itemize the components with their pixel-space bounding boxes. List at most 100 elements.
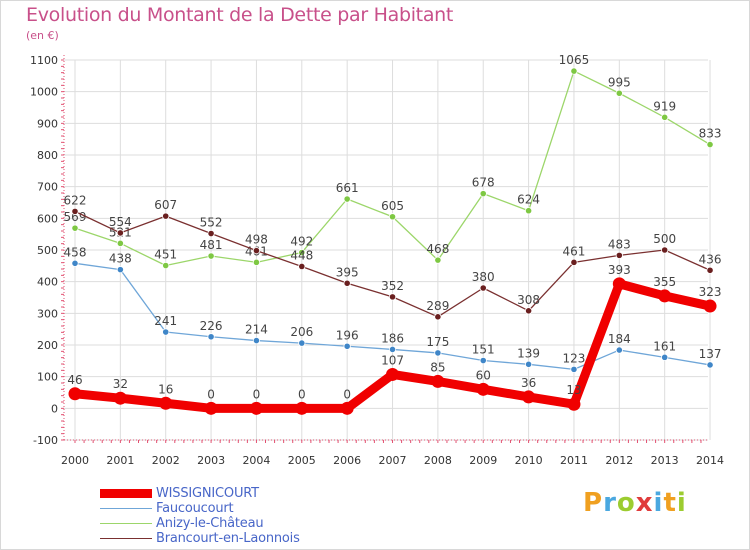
data-label: 151 bbox=[472, 343, 495, 357]
data-point bbox=[476, 382, 490, 396]
data-label: 186 bbox=[381, 331, 404, 345]
data-label: 554 bbox=[109, 215, 132, 229]
data-label: 85 bbox=[430, 360, 445, 374]
data-label: 60 bbox=[476, 368, 491, 382]
data-label: 393 bbox=[608, 263, 631, 277]
data-label: 833 bbox=[699, 127, 722, 141]
data-label: 607 bbox=[154, 198, 177, 212]
legend-item-anizy[interactable]: Anizy-le-Château bbox=[100, 516, 300, 531]
x-tick-label: 2001 bbox=[106, 454, 134, 467]
data-label: 995 bbox=[608, 75, 631, 89]
y-tick-label: 1000 bbox=[30, 86, 58, 99]
y-tick-label: 700 bbox=[37, 181, 58, 194]
data-label: 458 bbox=[64, 245, 87, 259]
data-point bbox=[706, 266, 714, 274]
data-point bbox=[479, 356, 487, 365]
data-point bbox=[252, 247, 261, 255]
data-point bbox=[207, 229, 215, 238]
data-label: 161 bbox=[653, 339, 676, 353]
y-tick-label: 300 bbox=[37, 307, 58, 320]
data-label: 323 bbox=[699, 285, 722, 299]
y-tick-label: 0 bbox=[51, 402, 58, 415]
data-label: 175 bbox=[426, 335, 449, 349]
data-label: 289 bbox=[426, 299, 449, 313]
data-point bbox=[431, 374, 445, 388]
y-tick-label: 500 bbox=[37, 244, 58, 257]
logo-letter: t bbox=[663, 488, 677, 518]
x-tick-label: 2006 bbox=[333, 454, 361, 467]
legend-label-brancourt: Brancourt-en-Laonnois bbox=[156, 531, 300, 546]
data-label: 492 bbox=[290, 235, 313, 249]
data-point bbox=[204, 401, 218, 415]
data-label: 46 bbox=[67, 373, 82, 387]
y-tick-label: 400 bbox=[37, 276, 58, 289]
x-tick-label: 2000 bbox=[61, 454, 89, 467]
data-label: 137 bbox=[699, 347, 722, 361]
data-point bbox=[71, 207, 79, 215]
data-label: 32 bbox=[113, 377, 128, 391]
legend-item-wissignicourt[interactable]: WISSIGNICOURT bbox=[100, 486, 300, 501]
logo-letter: o bbox=[616, 488, 636, 518]
legend-label-wissignicourt: WISSIGNICOURT bbox=[156, 486, 259, 501]
data-label: 481 bbox=[200, 238, 223, 252]
data-point bbox=[524, 360, 533, 368]
data-point bbox=[343, 342, 351, 350]
data-point bbox=[162, 212, 170, 220]
data-label: 184 bbox=[608, 332, 631, 346]
legend-item-faucoucourt[interactable]: Faucoucourt bbox=[100, 501, 300, 516]
data-label: 308 bbox=[517, 293, 540, 307]
chart-legend: WISSIGNICOURT Faucoucourt Anizy-le-Châte… bbox=[100, 486, 300, 546]
data-label: 605 bbox=[381, 199, 404, 213]
data-point bbox=[706, 361, 714, 369]
x-tick-label: 2011 bbox=[560, 454, 588, 467]
legend-swatch-faucoucourt bbox=[100, 508, 152, 509]
data-label: 500 bbox=[653, 232, 676, 246]
data-point bbox=[340, 401, 354, 415]
chart-subtitle: (en €) bbox=[26, 29, 59, 42]
data-point bbox=[522, 390, 536, 404]
x-tick-label: 2009 bbox=[469, 454, 497, 467]
data-point bbox=[252, 258, 261, 266]
data-label: 214 bbox=[245, 323, 268, 337]
logo-letter: i bbox=[653, 488, 664, 518]
data-label: 13 bbox=[566, 383, 581, 397]
legend-swatch-brancourt bbox=[100, 538, 152, 539]
x-tick-label: 2004 bbox=[242, 454, 270, 467]
data-point bbox=[661, 246, 669, 254]
data-label: 226 bbox=[200, 319, 223, 333]
logo-letter: P bbox=[583, 488, 604, 518]
y-tick-label: 600 bbox=[37, 212, 58, 225]
data-point bbox=[162, 261, 170, 270]
data-point bbox=[207, 333, 215, 341]
legend-label-anizy: Anizy-le-Château bbox=[156, 516, 264, 531]
data-point bbox=[524, 207, 533, 215]
data-point bbox=[570, 365, 578, 373]
logo-letter: x bbox=[635, 488, 654, 518]
data-point bbox=[71, 259, 79, 267]
data-label: 352 bbox=[381, 279, 404, 293]
data-label: 498 bbox=[245, 233, 268, 247]
data-point bbox=[703, 299, 717, 313]
data-label: 451 bbox=[154, 248, 177, 262]
data-point bbox=[434, 349, 442, 357]
chart-title: Evolution du Montant de la Dette par Hab… bbox=[26, 4, 454, 26]
data-point bbox=[570, 258, 578, 266]
data-label: 36 bbox=[521, 376, 536, 390]
data-point bbox=[706, 140, 714, 149]
data-point bbox=[570, 67, 578, 75]
data-label: 661 bbox=[336, 181, 359, 195]
logo-letter: i bbox=[676, 488, 687, 518]
data-label: 123 bbox=[563, 351, 586, 365]
data-point bbox=[615, 89, 623, 97]
data-point bbox=[615, 346, 623, 354]
data-label: 438 bbox=[109, 252, 132, 266]
y-tick-label: 200 bbox=[37, 339, 58, 352]
data-point bbox=[661, 113, 669, 121]
y-tick-label: 100 bbox=[37, 371, 58, 384]
data-label: 196 bbox=[336, 328, 359, 342]
x-tick-label: 2013 bbox=[651, 454, 679, 467]
y-tick-label: 1100 bbox=[30, 54, 58, 67]
legend-item-brancourt[interactable]: Brancourt-en-Laonnois bbox=[100, 531, 300, 546]
data-label: 0 bbox=[253, 387, 261, 401]
y-tick-label: 900 bbox=[37, 117, 58, 130]
